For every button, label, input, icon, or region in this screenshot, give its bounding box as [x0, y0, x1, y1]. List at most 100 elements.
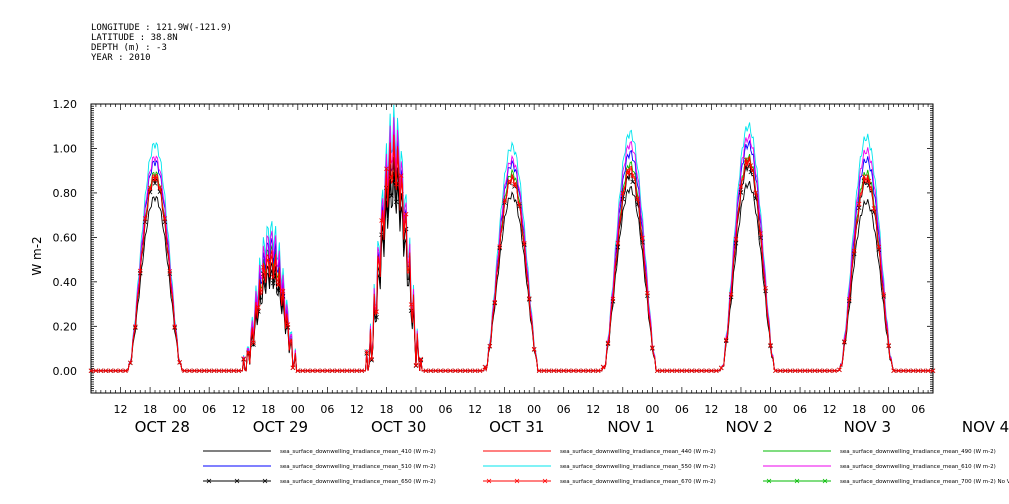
x-day-label: OCT 31 [489, 418, 544, 436]
x-hour-label: 12 [586, 403, 600, 416]
x-hour-label: 06 [911, 403, 925, 416]
series-marker [359, 368, 365, 374]
series-marker [458, 368, 463, 374]
series-marker [551, 368, 557, 374]
series-marker [379, 218, 384, 223]
legend-label: sea_surface_downwelling_irradiance_mean_… [560, 464, 716, 470]
series-marker [251, 342, 256, 347]
x-hour-label: 12 [232, 403, 246, 416]
series-marker [290, 365, 296, 370]
series-marker [389, 175, 394, 180]
series-marker [413, 362, 419, 368]
series-marker [630, 179, 635, 185]
series-marker [354, 368, 360, 374]
series-marker [113, 368, 118, 374]
series-marker [659, 368, 665, 374]
y-tick-label: 0.00 [53, 365, 78, 378]
legend-marker [234, 478, 240, 484]
series-marker [221, 368, 227, 374]
series-marker [329, 368, 335, 374]
series-marker [817, 368, 823, 374]
series-marker [787, 368, 793, 374]
series-marker [93, 368, 99, 374]
series-marker [364, 349, 370, 354]
series-marker [270, 280, 276, 286]
series-line [91, 137, 933, 372]
series-marker [162, 216, 168, 221]
series-marker [812, 368, 818, 374]
series-marker [517, 202, 522, 207]
series-marker [778, 368, 783, 374]
series-marker [339, 368, 345, 374]
y-tick-label: 0.40 [53, 276, 78, 289]
series-marker [640, 235, 645, 241]
series-marker [526, 296, 532, 301]
series-marker [586, 368, 591, 374]
series-marker [128, 360, 133, 366]
series-marker [497, 244, 502, 249]
series-marker [723, 337, 729, 343]
x-hour-label: 18 [852, 403, 866, 416]
series-marker [625, 167, 630, 173]
longitude-text: LONGITUDE : 121.9W(-121.9) [91, 23, 232, 33]
series-marker [561, 368, 566, 374]
series-marker [467, 368, 473, 374]
series-marker [827, 368, 832, 374]
x-hour-label: 06 [793, 403, 807, 416]
series-marker [192, 368, 197, 374]
series-marker [541, 368, 547, 374]
series-marker [699, 368, 704, 374]
x-hour-label: 00 [764, 403, 778, 416]
series-marker [684, 368, 690, 374]
series-marker [595, 368, 601, 374]
x-day-label: NOV 4 [962, 418, 1009, 436]
series-marker [832, 368, 837, 374]
series-marker [482, 364, 488, 370]
series-marker [906, 368, 911, 374]
series-marker [615, 240, 621, 246]
series-marker [285, 322, 291, 327]
series-marker [915, 368, 921, 374]
series-marker [694, 368, 699, 374]
y-axis-title: W m-2 [30, 236, 44, 275]
series-marker [123, 368, 128, 374]
x-hour-label: 00 [409, 403, 423, 416]
series-marker [763, 285, 768, 291]
series-marker [546, 368, 552, 374]
series-line [91, 127, 933, 372]
series-marker [630, 173, 635, 178]
legend-label: sea_surface_downwelling_irradiance_mean_… [280, 464, 436, 470]
series-marker [226, 368, 232, 374]
legend-marker [486, 478, 492, 484]
x-hour-label: 12 [704, 403, 718, 416]
series-marker [374, 314, 379, 320]
series-marker [743, 157, 749, 162]
series-marker [847, 296, 852, 302]
series-marker [246, 350, 251, 355]
y-tick-label: 1.00 [53, 142, 78, 155]
series-marker [925, 368, 931, 374]
x-hour-label: 18 [498, 403, 512, 416]
x-hour-label: 18 [143, 403, 157, 416]
series-marker [773, 368, 778, 374]
legend-marker [262, 478, 268, 484]
series-marker [428, 368, 434, 374]
series-marker [714, 368, 719, 374]
series-marker [201, 368, 207, 374]
series-marker [98, 368, 104, 374]
series-marker [856, 201, 862, 207]
series-marker [231, 368, 237, 374]
series-marker [177, 360, 182, 365]
x-day-label: OCT 28 [135, 418, 190, 436]
series-marker [349, 368, 355, 374]
series-marker [581, 368, 586, 374]
series-marker [108, 368, 113, 374]
series-marker [211, 368, 217, 374]
x-hour-label: 00 [173, 403, 187, 416]
x-day-label: OCT 29 [253, 418, 308, 436]
x-hour-label: 06 [320, 403, 334, 416]
series-marker [300, 368, 306, 374]
series-marker [492, 300, 498, 305]
series-marker [654, 368, 660, 374]
series-marker [768, 342, 773, 348]
